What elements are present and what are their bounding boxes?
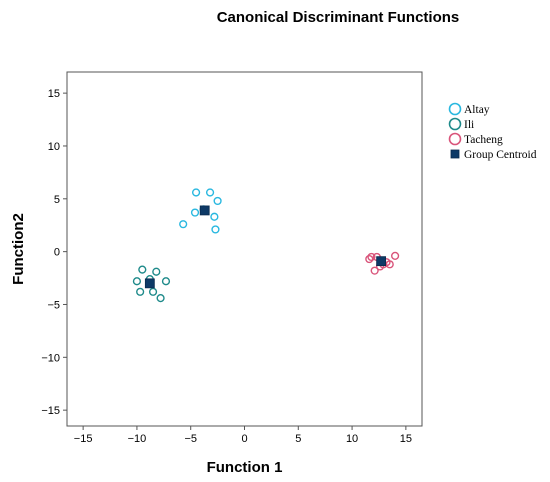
y-tick-label: 15 [48, 88, 60, 100]
centroid-point [144, 278, 155, 289]
data-point [156, 294, 165, 303]
y-tick-label: −15 [41, 405, 60, 417]
legend: Altay Ili Tacheng Group Centroid [448, 102, 537, 161]
legend-marker [448, 132, 462, 146]
x-tick-label: −10 [128, 433, 147, 445]
y-tick-label: −5 [47, 299, 60, 311]
legend-label: Group Centroid [464, 149, 537, 161]
legend-marker [448, 117, 462, 131]
data-point [365, 254, 374, 264]
x-tick-label: 5 [295, 433, 301, 445]
x-tick-label: −15 [74, 433, 93, 445]
data-point [370, 266, 379, 275]
data-point [213, 196, 222, 206]
data-point [138, 265, 147, 274]
legend-label: Tacheng [464, 134, 503, 146]
data-point [205, 188, 215, 197]
data-point [190, 208, 200, 217]
data-point [191, 188, 201, 197]
legend-marker [448, 102, 462, 116]
plot-area [66, 71, 423, 427]
data-point [391, 251, 400, 260]
centroid-point [376, 256, 387, 267]
y-tick-label: −10 [41, 352, 60, 364]
data-point [367, 252, 376, 262]
legend-label: Ili [464, 119, 474, 131]
y-tick-label: 10 [48, 141, 60, 153]
x-tick-label: 10 [346, 433, 358, 445]
y-tick-label: 5 [54, 194, 60, 206]
legend-label: Altay [464, 104, 490, 116]
data-point [385, 260, 394, 269]
data-point [161, 277, 171, 286]
data-point [148, 287, 158, 296]
data-point [132, 277, 142, 286]
legend-marker [450, 149, 460, 159]
x-tick-label: −5 [184, 433, 197, 445]
y-tick-label: 0 [54, 247, 60, 259]
x-tick-label: 0 [241, 433, 247, 445]
data-point [136, 287, 145, 296]
data-point [211, 225, 220, 234]
chart-title: Canonical Discriminant Functions [217, 9, 460, 26]
data-point [210, 212, 219, 221]
data-point [152, 267, 161, 276]
y-axis-title: Function2 [10, 213, 27, 285]
x-axis-title: Function 1 [207, 459, 283, 476]
x-tick-label: 15 [400, 433, 412, 445]
series-group-centroid [144, 205, 387, 289]
centroid-point [199, 205, 210, 216]
data-point [179, 220, 188, 229]
